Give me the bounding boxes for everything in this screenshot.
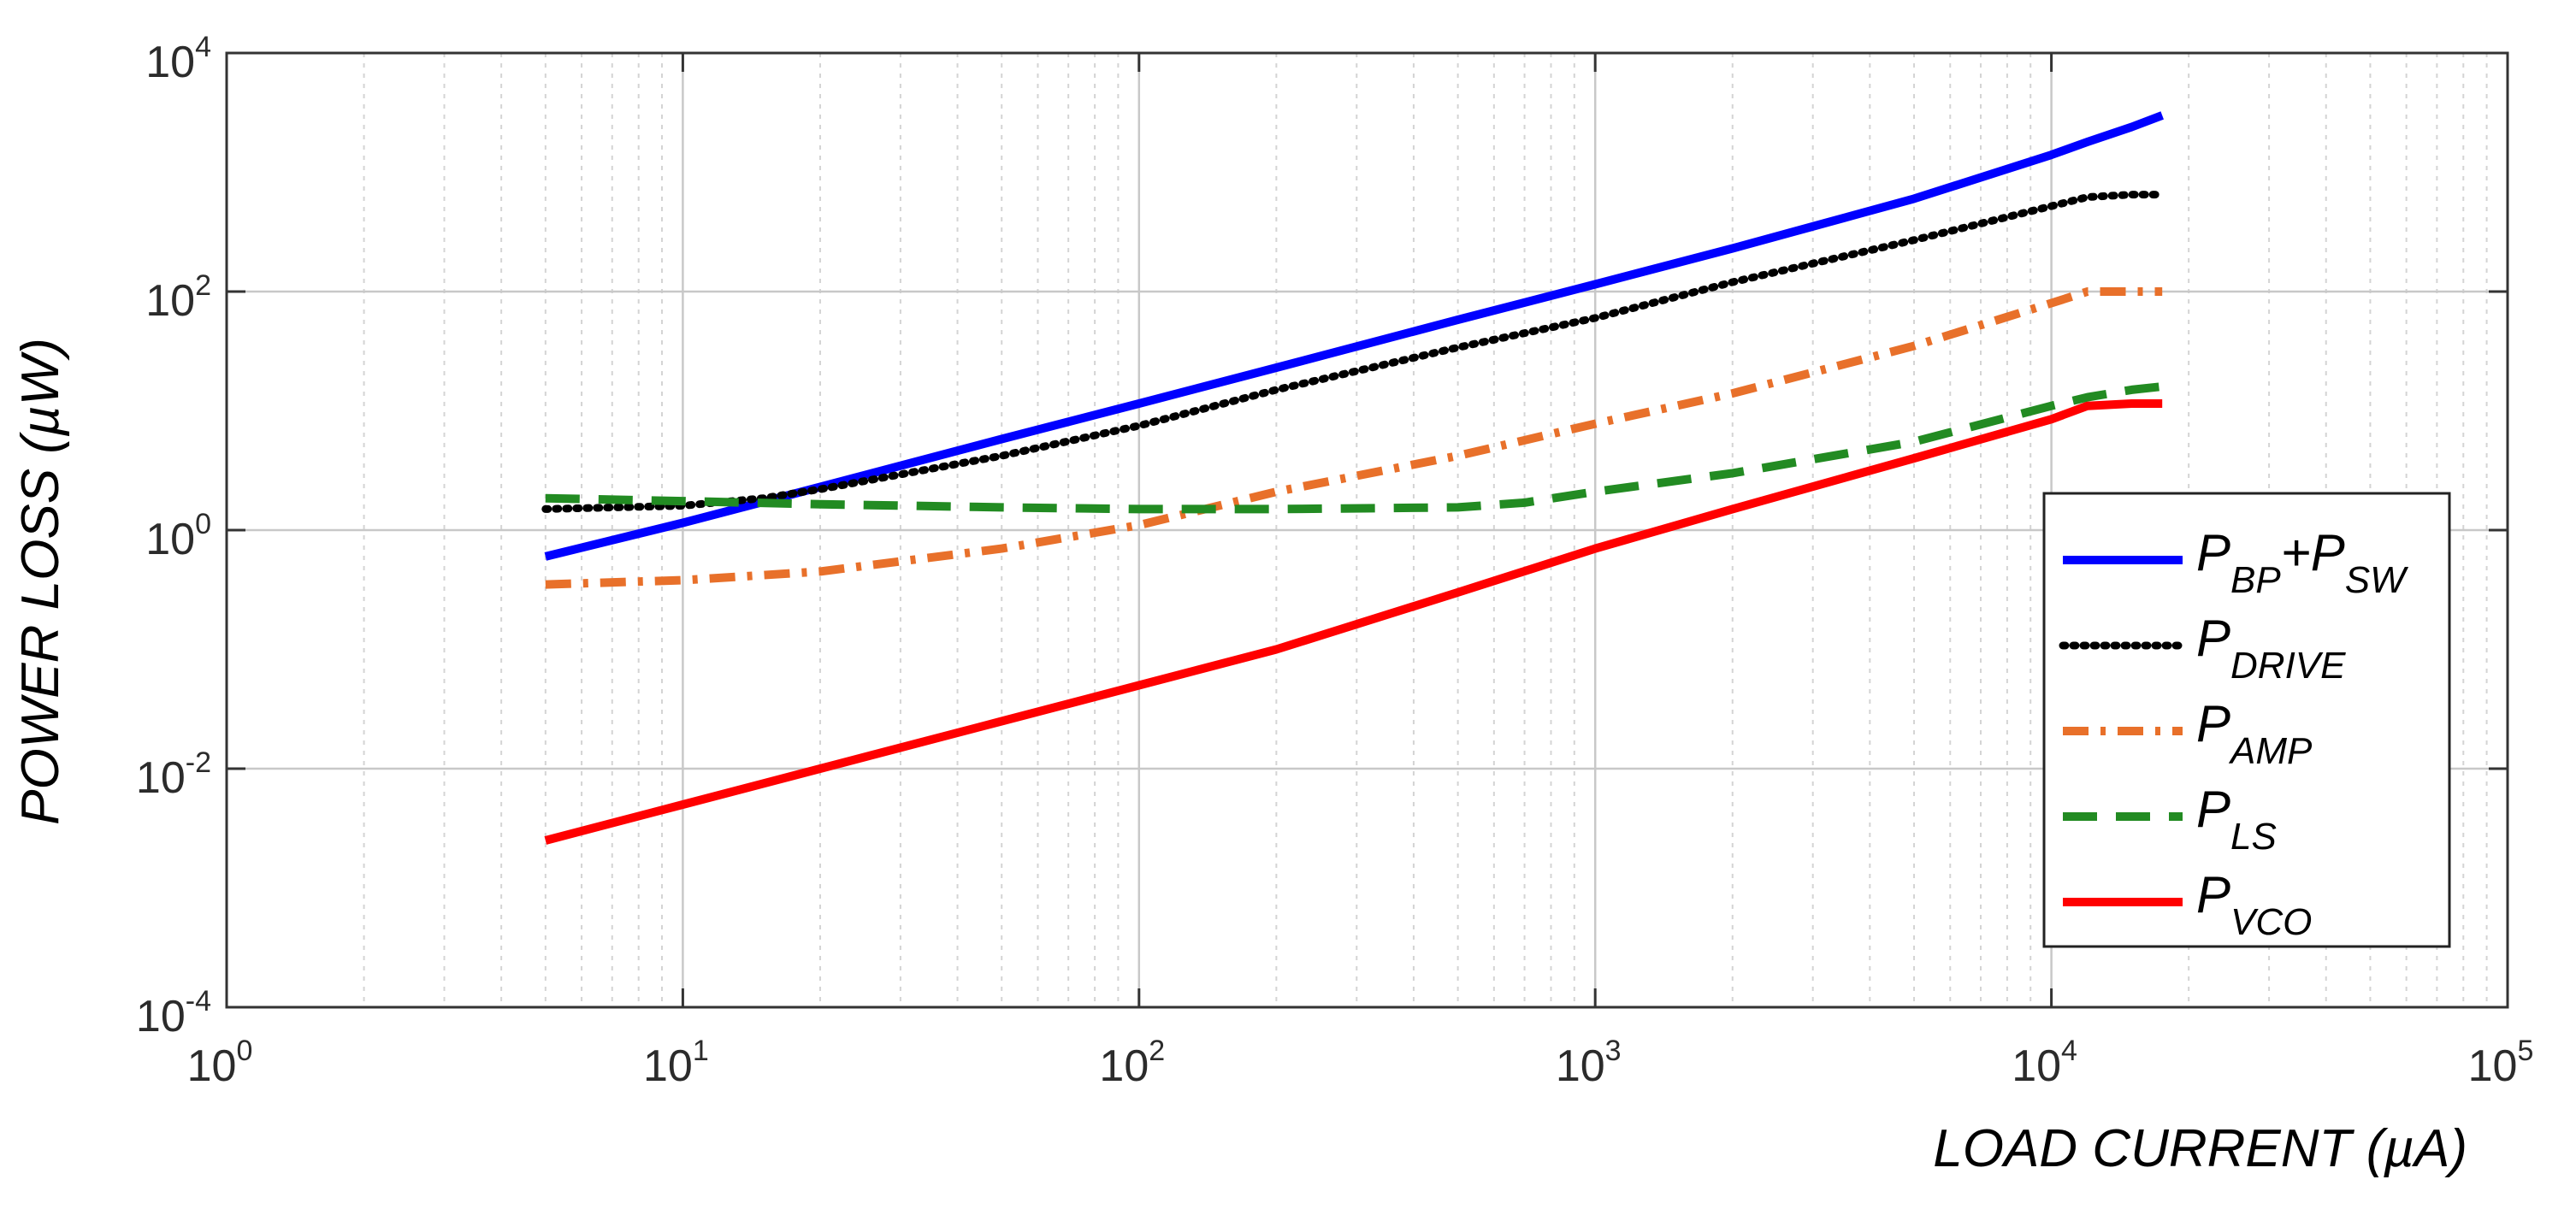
x-axis-title: LOAD CURRENT (µA) bbox=[1933, 1119, 2467, 1178]
series-line-pamp bbox=[545, 287, 2163, 589]
x-tick-label: 102 bbox=[1099, 1035, 1165, 1091]
series-line-pdrive bbox=[541, 191, 2166, 513]
x-tick-label: 103 bbox=[1556, 1035, 1622, 1091]
y-tick-label: 100 bbox=[145, 508, 211, 564]
y-tick-label: 102 bbox=[145, 269, 211, 326]
y-tick-label: 10-2 bbox=[136, 746, 211, 803]
legend-label-pvco: PVCO bbox=[2196, 866, 2312, 943]
x-tick-label: 100 bbox=[187, 1035, 253, 1091]
series-layer bbox=[541, 111, 2166, 845]
y-axis-title: POWER LOSS (µW) bbox=[11, 338, 70, 825]
x-tick-label: 105 bbox=[2468, 1035, 2534, 1091]
x-tick-label: 101 bbox=[643, 1035, 709, 1091]
x-tick-label: 104 bbox=[2012, 1035, 2077, 1091]
series-line-pls bbox=[545, 382, 2163, 514]
legend-label-pdrive: PDRIVE bbox=[2196, 610, 2346, 687]
series-line-pbp-psw bbox=[544, 111, 2164, 561]
legend-label-pamp: PAMP bbox=[2196, 695, 2313, 772]
legend-label-pls: PLS bbox=[2196, 781, 2277, 858]
legend-box bbox=[2042, 492, 2451, 948]
tick-layer: 100 101 102 103 104 105 10-4 10-2 100 102 104 bbox=[136, 31, 2533, 1091]
y-tick-label: 104 bbox=[145, 31, 211, 87]
legend: PBP+PSW PDRIVE PAMP PLS PVCO bbox=[2042, 492, 2451, 948]
y-tick-label: 10-4 bbox=[136, 985, 211, 1041]
series-line-pvco bbox=[544, 399, 2163, 845]
legend-label-pbp-psw: PBP+PSW bbox=[2196, 524, 2408, 601]
